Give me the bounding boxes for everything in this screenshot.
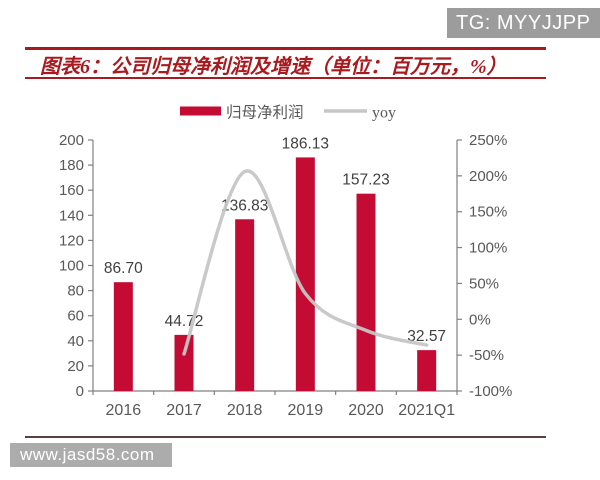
bar-2017 xyxy=(174,334,194,391)
x-axis-label: 2019 xyxy=(288,402,324,419)
bar-value-label: 136.83 xyxy=(221,197,268,214)
bar-2020 xyxy=(356,193,376,391)
legend-line-label: yoy xyxy=(372,105,396,122)
watermark-badge: www.jasd58.com xyxy=(10,443,172,467)
x-axis-label: 2018 xyxy=(227,402,263,419)
right-axis-label: 150% xyxy=(469,204,507,221)
left-axis-label: 40 xyxy=(67,333,84,350)
right-axis-label: 0% xyxy=(469,311,491,328)
bar-2019 xyxy=(295,157,315,391)
right-axis-label: 200% xyxy=(469,168,507,185)
bar-value-label: 186.13 xyxy=(282,135,329,152)
left-axis-label: 180 xyxy=(59,157,84,174)
x-axis-label: 2021Q1 xyxy=(398,402,455,419)
bar-value-label: 32.57 xyxy=(407,328,446,345)
right-axis-label: 50% xyxy=(469,275,499,292)
left-axis-label: 140 xyxy=(59,207,84,224)
header-rule-top xyxy=(25,47,546,50)
bar-value-label: 44.72 xyxy=(165,313,204,330)
tg-contact-badge: TG: MYYJJPP xyxy=(447,8,600,38)
left-axis-label: 60 xyxy=(67,308,84,325)
footer-rule xyxy=(25,436,546,438)
legend-bar-label: 归母净利润 xyxy=(226,104,304,122)
left-axis-label: 20 xyxy=(67,358,84,375)
legend-bar-swatch xyxy=(180,106,221,116)
bar-value-label: 157.23 xyxy=(342,172,389,189)
header-rule-bottom xyxy=(25,77,546,79)
bar-2021Q1 xyxy=(417,350,437,391)
left-axis-label: 160 xyxy=(59,182,84,199)
left-axis-label: 200 xyxy=(59,132,84,149)
bar-2016 xyxy=(113,282,133,391)
right-axis-label: -50% xyxy=(469,347,504,364)
left-axis-label: 0 xyxy=(76,383,84,400)
figure-title: 图表6：公司归母净利润及增速（单位：百万元，%） xyxy=(40,56,507,78)
right-axis-label: -100% xyxy=(469,383,512,400)
bar-2018 xyxy=(235,219,255,391)
x-axis-label: 2016 xyxy=(106,402,142,419)
left-axis-label: 120 xyxy=(59,232,84,249)
right-axis-label: 100% xyxy=(469,240,507,257)
yoy-line xyxy=(182,169,429,356)
right-axis-label: 250% xyxy=(469,132,507,149)
left-axis-label: 100 xyxy=(59,258,84,275)
x-axis-label: 2017 xyxy=(166,402,202,419)
left-axis-label: 80 xyxy=(67,283,84,300)
x-axis-label: 2020 xyxy=(348,402,384,419)
bar-value-label: 86.70 xyxy=(104,260,143,277)
